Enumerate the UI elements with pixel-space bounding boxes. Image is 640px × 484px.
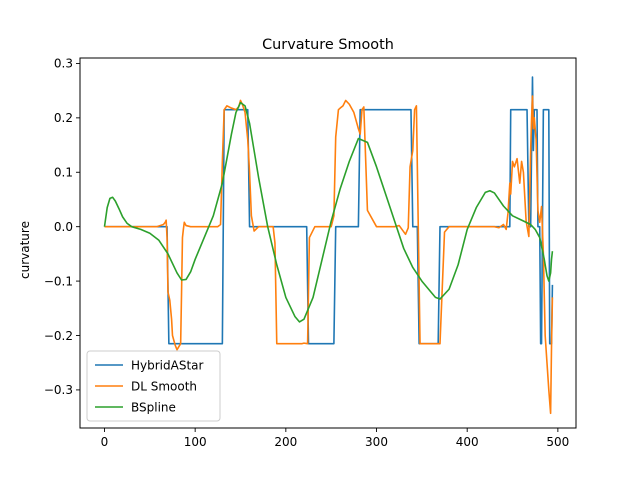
x-tick-label: 0 (101, 435, 109, 449)
y-tick-label: −0.3 (44, 383, 73, 397)
chart-title: Curvature Smooth (262, 37, 394, 53)
legend-box (86, 350, 221, 422)
axes-frame (79, 57, 577, 429)
y-tick-label: 0.2 (54, 111, 73, 125)
y-axis-ticks: −0.3 −0.2 −0.1 0.0 0.1 0.2 0.3 (44, 57, 80, 397)
x-tick-label: 300 (365, 435, 388, 449)
y-tick-label: 0.1 (54, 166, 73, 180)
y-tick-label: 0.3 (54, 57, 73, 71)
series-lines (103, 76, 554, 415)
x-tick-label: 400 (456, 435, 479, 449)
legend-entry: HybridAStar (131, 358, 204, 372)
legend: HybridAStar DL Smooth BSpline (86, 350, 221, 422)
series-line-hybridastar (104, 76, 554, 345)
y-tick-label: −0.1 (44, 274, 73, 288)
y-tick-label: −0.2 (44, 329, 73, 343)
legend-entry: DL Smooth (131, 379, 197, 393)
series-line-dl-smooth (104, 95, 554, 415)
y-tick-label: 0.0 (54, 220, 73, 234)
x-tick-label: 200 (274, 435, 297, 449)
series-line-bspline (103, 101, 554, 323)
x-axis-ticks: 0 100 200 300 400 500 (101, 428, 569, 449)
legend-entry: BSpline (131, 400, 176, 414)
y-axis-label: curvature (18, 221, 32, 279)
x-tick-label: 500 (546, 435, 569, 449)
x-tick-label: 100 (184, 435, 207, 449)
